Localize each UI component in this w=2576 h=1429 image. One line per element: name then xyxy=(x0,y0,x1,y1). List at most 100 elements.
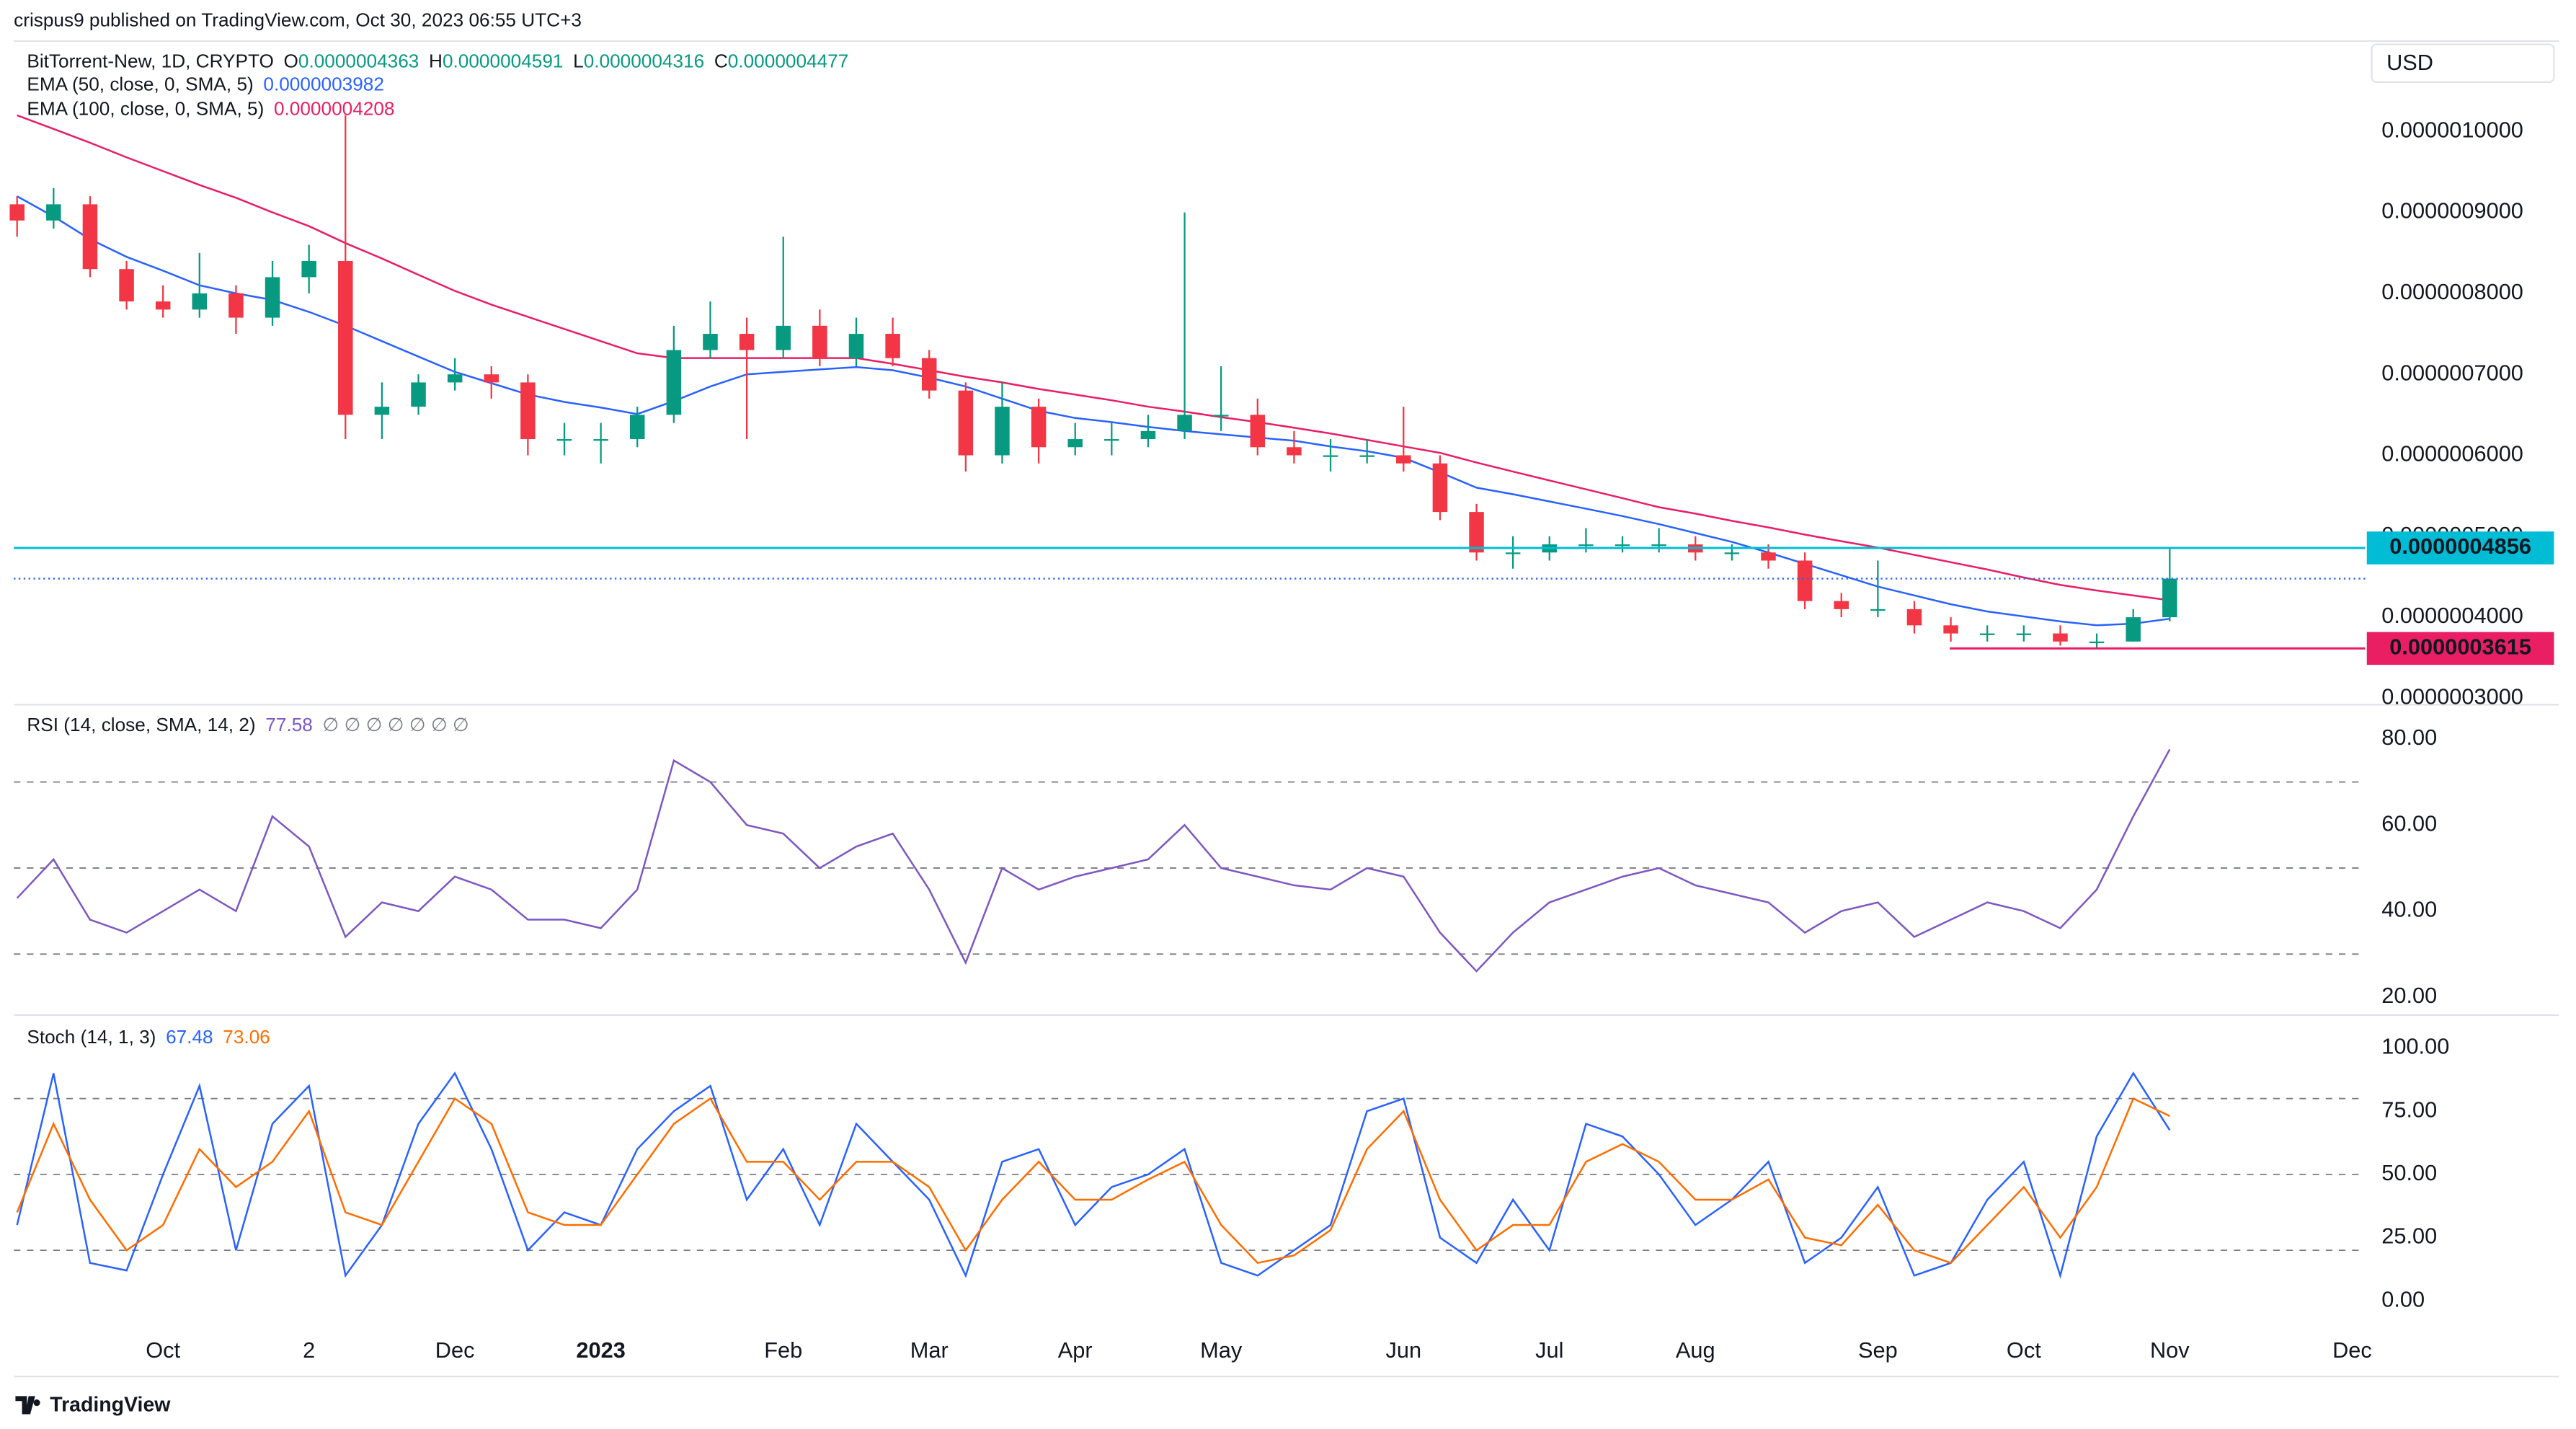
candle-body xyxy=(265,277,280,318)
candle-body xyxy=(46,204,61,221)
candle-body xyxy=(1396,455,1411,464)
candle-body xyxy=(885,334,900,358)
currency: USD xyxy=(2386,50,2433,75)
candle-body xyxy=(374,407,390,415)
x-tick-label: Apr xyxy=(1058,1337,1093,1363)
indicator-legend-item: 77.58 xyxy=(265,714,313,735)
price-legend-item: L xyxy=(573,50,584,71)
candle-body xyxy=(1797,560,1813,601)
indicator-line xyxy=(16,1097,2170,1265)
candle-body xyxy=(995,407,1010,456)
candle-body xyxy=(1906,609,1922,626)
ema-legend: EMA (100, close, 0, SMA, 5) 0.0000004208 xyxy=(27,98,394,120)
candle-body xyxy=(958,390,974,456)
x-tick-label: 2023 xyxy=(576,1337,625,1363)
candle-body xyxy=(1250,415,1266,448)
candle-body xyxy=(1432,463,1448,513)
candle-body xyxy=(1177,415,1192,431)
ema-legend-item: 0.0000004208 xyxy=(274,98,394,120)
price-label-box xyxy=(2366,531,2554,565)
candle-body xyxy=(739,334,755,350)
y-tick-label: 0.0000008000 xyxy=(2381,279,2523,304)
y-tick-label: 40.00 xyxy=(2381,897,2437,922)
candle-body xyxy=(447,374,463,383)
indicator-legend: RSI (14, close, SMA, 14, 2) 77.58 ∅ ∅ ∅ ∅ … xyxy=(27,714,469,735)
candle-body xyxy=(1287,447,1302,456)
candle-body xyxy=(1651,544,1666,547)
price-label: 0.0000004856 xyxy=(2389,534,2531,559)
candle-body xyxy=(119,269,134,302)
x-tick-label: 2 xyxy=(303,1337,315,1363)
indicator-legend-item: Stoch (14, 1, 3) xyxy=(27,1026,156,1048)
indicator-line xyxy=(16,748,2171,973)
y-tick-label: 75.00 xyxy=(2381,1097,2437,1122)
candle-body xyxy=(82,204,98,270)
candle-body xyxy=(1213,415,1229,417)
y-tick-label: 0.0000003000 xyxy=(2381,684,2523,709)
y-tick-label: 20.00 xyxy=(2381,983,2437,1008)
price-legend-item: O xyxy=(284,50,298,71)
brand: TradingView xyxy=(50,1394,171,1417)
candle-body xyxy=(1870,609,1886,611)
candle-body xyxy=(9,204,25,221)
candle-body xyxy=(593,439,608,441)
price-legend: BitTorrent-New, 1D, CRYPTO O0.0000004363 H… xyxy=(27,50,848,71)
currency-box xyxy=(2371,43,2555,84)
price-legend-item: C xyxy=(714,50,728,71)
y-tick-label: 100.00 xyxy=(2381,1034,2449,1059)
ema-legend-item: EMA (50, close, 0, SMA, 5) xyxy=(27,73,253,94)
candle-body xyxy=(1979,633,1995,635)
candle-body xyxy=(520,382,536,440)
x-tick-label: Feb xyxy=(764,1337,802,1363)
candle-body xyxy=(1031,407,1047,448)
publisher: crispus9 published on TradingView.com, O… xyxy=(14,9,582,31)
x-tick-label: Dec xyxy=(2332,1337,2372,1363)
y-tick-label: 80.00 xyxy=(2381,725,2437,750)
price-label: 0.0000003615 xyxy=(2389,634,2531,659)
candle-body xyxy=(848,334,864,358)
x-tick-label: Aug xyxy=(1676,1337,1715,1363)
indicator-legend-item: ∅ ∅ ∅ ∅ ∅ ∅ ∅ xyxy=(323,714,469,735)
indicator-line xyxy=(16,1071,2171,1279)
candle-body xyxy=(301,260,316,278)
indicator-legend: Stoch (14, 1, 3) 67.48 73.06 xyxy=(27,1026,270,1048)
candle-body xyxy=(1140,430,1156,440)
candle-body xyxy=(1615,544,1630,547)
indicator-legend-item: 67.48 xyxy=(166,1026,213,1048)
y-tick-label: 0.0000006000 xyxy=(2381,441,2523,466)
candle-body xyxy=(2089,641,2105,644)
indicator-legend-item: RSI (14, close, SMA, 14, 2) xyxy=(27,714,255,735)
candle-body xyxy=(556,439,572,441)
x-tick-label: Sep xyxy=(1858,1337,1898,1363)
x-tick-label: Mar xyxy=(910,1337,949,1363)
ema-legend: EMA (50, close, 0, SMA, 5) 0.0000003982 xyxy=(27,73,384,94)
candle-body xyxy=(703,334,718,350)
candle-body xyxy=(1359,455,1374,457)
x-tick-label: Oct xyxy=(2007,1337,2041,1363)
x-tick-label: Oct xyxy=(146,1337,180,1363)
price-label-box xyxy=(2366,632,2554,665)
logo xyxy=(15,1396,40,1415)
candle-body xyxy=(1724,552,1740,554)
candle-body xyxy=(2162,578,2177,618)
x-tick-label: Dec xyxy=(435,1337,475,1363)
candle-body xyxy=(1834,601,1849,609)
candle-body xyxy=(192,293,208,310)
candle-body xyxy=(630,415,645,440)
x-tick-label: Nov xyxy=(2150,1337,2190,1363)
candle-body xyxy=(1578,544,1594,547)
indicator-legend-item: 73.06 xyxy=(223,1026,270,1048)
price-legend-item: 0.0000004316 xyxy=(584,50,704,71)
candle-body xyxy=(2016,633,2032,635)
y-tick-label: 0.00 xyxy=(2381,1286,2425,1311)
price-legend-item: BitTorrent-New, 1D, CRYPTO xyxy=(27,50,273,71)
ema-legend-item: EMA (100, close, 0, SMA, 5) xyxy=(27,98,264,120)
candle-body xyxy=(2126,617,2141,642)
candle-body xyxy=(666,350,682,415)
candle-body xyxy=(484,374,499,383)
candle-body xyxy=(1505,552,1521,554)
candle-body xyxy=(776,325,791,350)
